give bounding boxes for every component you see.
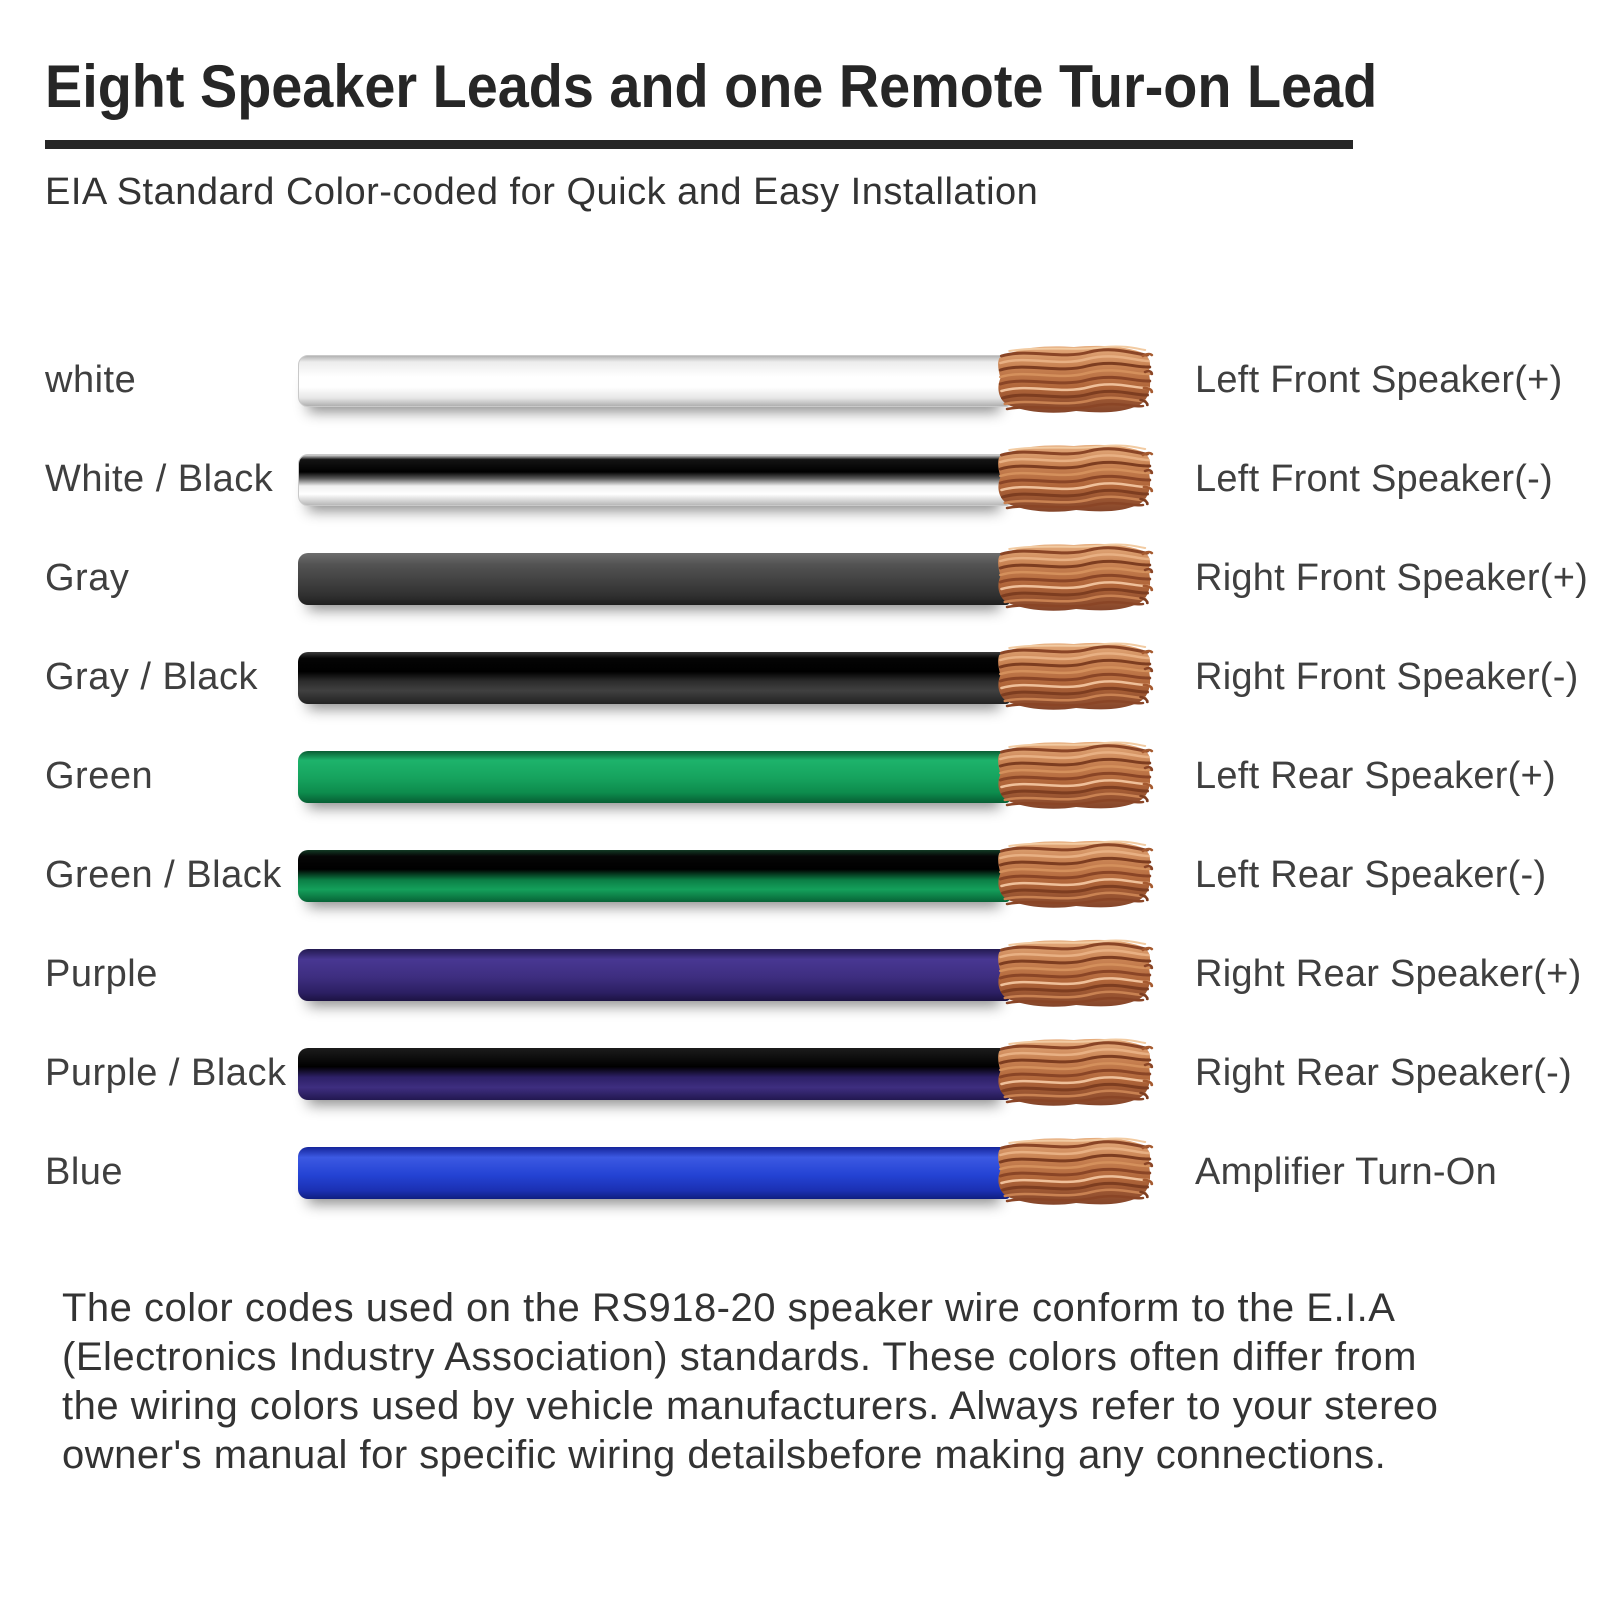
wire-color-label: White / Black: [45, 458, 274, 500]
wire-color-label: white: [45, 359, 137, 401]
wire-row-white-black: White / Black Left Front Speaker(-): [45, 430, 1600, 529]
wire-row-purple-black: Purple / Black Right Rear Speaker(-): [45, 1024, 1600, 1123]
copper-strands-icon: [996, 738, 1154, 814]
wire-graphic-green-black: [298, 826, 1195, 925]
footnote-line: the wiring colors used by vehicle manufa…: [62, 1384, 1439, 1428]
page-subtitle: EIA Standard Color-coded for Quick and E…: [45, 171, 1039, 213]
copper-strands-icon: [996, 837, 1154, 913]
wire-function-label: Left Rear Speaker(-): [1195, 854, 1547, 896]
wire-insulation: [298, 1048, 1010, 1100]
wire-function-label: Amplifier Turn-On: [1195, 1151, 1497, 1193]
wire-color-label: Gray / Black: [45, 656, 258, 698]
copper-strands-icon: [996, 441, 1154, 517]
wire-table: white Left Front Speaker(+) White / Blac…: [45, 331, 1600, 1222]
wire-graphic-gray: [298, 529, 1195, 628]
footnote-line: owner's manual for specific wiring detai…: [62, 1433, 1387, 1477]
wire-function-label: Right Front Speaker(-): [1195, 656, 1579, 698]
copper-strands-icon: [996, 639, 1154, 715]
eia-footnote: The color codes used on the RS918-20 spe…: [62, 1284, 1600, 1480]
wire-function-label: Left Front Speaker(+): [1195, 359, 1563, 401]
wire-row-gray: Gray Right Front Speaker(+): [45, 529, 1600, 628]
footnote-line: (Electronics Industry Association) stand…: [62, 1335, 1417, 1379]
wire-row-green: Green Left Rear Speaker(+): [45, 727, 1600, 826]
wire-insulation: [298, 553, 1010, 605]
wire-color-label: Purple / Black: [45, 1052, 287, 1094]
wire-color-label: Blue: [45, 1151, 124, 1193]
page-title: Eight Speaker Leads and one Remote Tur-o…: [45, 53, 1378, 120]
wire-insulation: [298, 355, 1010, 407]
wire-insulation: [298, 850, 1010, 902]
wire-function-label: Right Rear Speaker(+): [1195, 953, 1582, 995]
wire-graphic-white: [298, 331, 1195, 430]
wire-insulation: [298, 652, 1010, 704]
copper-strands-icon: [996, 540, 1154, 616]
speaker-wire-infographic: Eight Speaker Leads and one Remote Tur-o…: [45, 53, 1600, 1480]
wire-function-label: Right Rear Speaker(-): [1195, 1052, 1572, 1094]
copper-strands-icon: [996, 936, 1154, 1012]
wire-graphic-purple: [298, 925, 1195, 1024]
wire-graphic-gray-black: [298, 628, 1195, 727]
copper-strands-icon: [996, 342, 1154, 418]
wire-insulation: [298, 751, 1010, 803]
wire-color-label: Green / Black: [45, 854, 282, 896]
title-underline: [45, 140, 1353, 149]
wire-color-label: Purple: [45, 953, 158, 995]
wire-row-blue: Blue Amplifier Turn-On: [45, 1123, 1600, 1222]
wire-function-label: Left Front Speaker(-): [1195, 458, 1553, 500]
copper-strands-icon: [996, 1035, 1154, 1111]
wire-graphic-purple-black: [298, 1024, 1195, 1123]
wire-color-label: Gray: [45, 557, 130, 599]
wire-row-purple: Purple Right Rear Speaker(+): [45, 925, 1600, 1024]
wire-color-label: Green: [45, 755, 154, 797]
wire-insulation: [298, 949, 1010, 1001]
wire-row-gray-black: Gray / Black Right Front Speaker(-): [45, 628, 1600, 727]
wire-insulation: [298, 454, 1010, 506]
footnote-line: The color codes used on the RS918-20 spe…: [62, 1286, 1396, 1330]
wire-graphic-white-black: [298, 430, 1195, 529]
wire-row-green-black: Green / Black Left Rear Speaker(-): [45, 826, 1600, 925]
wire-graphic-green: [298, 727, 1195, 826]
wire-function-label: Right Front Speaker(+): [1195, 557, 1589, 599]
wire-function-label: Left Rear Speaker(+): [1195, 755, 1556, 797]
wire-row-white: white Left Front Speaker(+): [45, 331, 1600, 430]
copper-strands-icon: [996, 1134, 1154, 1210]
wire-insulation: [298, 1147, 1010, 1199]
wire-graphic-blue: [298, 1123, 1195, 1222]
